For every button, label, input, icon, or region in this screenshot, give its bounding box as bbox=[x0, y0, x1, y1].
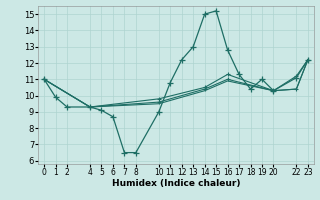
X-axis label: Humidex (Indice chaleur): Humidex (Indice chaleur) bbox=[112, 179, 240, 188]
